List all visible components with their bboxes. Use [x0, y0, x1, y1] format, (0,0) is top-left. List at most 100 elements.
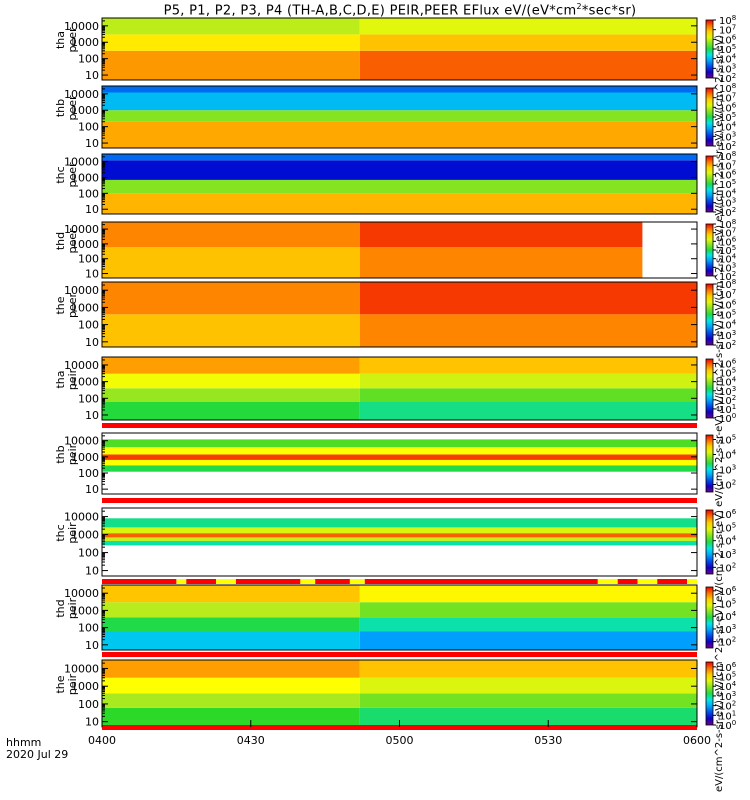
colorbar [705, 358, 714, 419]
flux-band [359, 247, 643, 278]
flux-band [102, 459, 697, 466]
y-tick-label: 1000 [71, 529, 99, 542]
y-tick-label: 10000 [64, 156, 99, 169]
quality-flag-bar [216, 579, 236, 584]
y-tick-label: 10000 [64, 223, 99, 236]
y-tick-label: 10000 [64, 284, 99, 297]
quality-flag-bar [597, 579, 618, 584]
x-tick-label: 0530 [534, 734, 562, 747]
flux-band [102, 160, 697, 180]
x-tick-label: 0500 [386, 734, 414, 747]
flux-band [102, 388, 360, 402]
y-tick-label: 100 [78, 253, 99, 266]
flux-band [102, 518, 697, 528]
panel-probe-label: the [54, 675, 67, 693]
y-tick-label: 1000 [71, 36, 99, 49]
flux-band [102, 34, 360, 51]
date-label: 2020 Jul 29 [6, 748, 69, 761]
flux-band [359, 693, 697, 708]
quality-flag-bar [364, 579, 598, 584]
data-gap [642, 222, 697, 278]
flux-band [359, 402, 697, 420]
flux-band [359, 373, 697, 389]
colorbar [705, 434, 714, 493]
x-tick-label: 0400 [88, 734, 116, 747]
quality-flag-bar [235, 579, 301, 584]
flux-band [359, 388, 697, 402]
flux-band [359, 18, 697, 35]
flux-band [102, 617, 360, 632]
colorbar [705, 283, 714, 346]
flux-band [102, 677, 360, 694]
colorbar [705, 87, 714, 147]
y-tick-label: 100 [78, 392, 99, 405]
y-tick-label: 10 [85, 69, 99, 82]
panel-species-label: peir [66, 443, 79, 465]
flux-band [102, 465, 697, 472]
x-tick-label: 0600 [683, 734, 711, 747]
flux-band [359, 314, 697, 347]
y-tick-label: 10 [85, 409, 99, 422]
y-tick-label: 1000 [71, 451, 99, 464]
panel-species-label: peer [66, 162, 79, 188]
panel-species-label: peer [66, 293, 79, 319]
y-tick-label: 10000 [64, 662, 99, 675]
flux-band [102, 179, 697, 194]
flux-band [102, 631, 360, 650]
panel-probe-label: thc [54, 524, 67, 541]
y-tick-label: 10000 [64, 435, 99, 448]
y-tick-label: 10 [85, 639, 99, 652]
y-tick-label: 10 [85, 565, 99, 578]
y-tick-label: 100 [78, 698, 99, 711]
y-tick-label: 10 [85, 268, 99, 281]
quality-flag-bar [637, 579, 658, 584]
quality-flag-bar [102, 498, 697, 503]
flux-band [359, 282, 697, 315]
panel-probe-label: thd [54, 599, 67, 617]
panel-species-label: peer [66, 27, 79, 53]
flux-band [359, 677, 697, 694]
y-tick-label: 10 [85, 716, 99, 729]
panel-species-label: peir [66, 522, 79, 544]
y-tick-label: 10000 [64, 587, 99, 600]
flux-band [359, 707, 697, 727]
colorbar [705, 155, 714, 213]
flux-band [102, 585, 360, 603]
colorbar [705, 223, 714, 277]
y-tick-label: 10000 [64, 511, 99, 524]
flux-band [102, 50, 360, 80]
flux-band [102, 314, 360, 347]
y-tick-label: 10 [85, 483, 99, 496]
quality-flag-bar [102, 652, 697, 657]
flux-band [359, 34, 697, 51]
y-tick-label: 1000 [71, 301, 99, 314]
quality-flag-bar [657, 579, 687, 584]
flux-band [102, 222, 360, 248]
flux-band [102, 454, 697, 460]
chart-title: P5, P1, P2, P3, P4 (TH-A,B,C,D,E) PEIR,P… [163, 2, 637, 19]
time-axis-caption: hhmm 2020 Jul 29 [6, 737, 68, 761]
flux-band [102, 154, 697, 161]
flux-band [102, 447, 697, 455]
y-tick-label: 1000 [71, 680, 99, 693]
quality-flag-bar [617, 579, 638, 584]
y-tick-label: 100 [78, 622, 99, 635]
y-tick-label: 1000 [71, 604, 99, 617]
flux-band [359, 631, 697, 650]
panel-species-label: peer [66, 228, 79, 254]
panel-species-label: peer [66, 95, 79, 121]
y-tick-label: 10 [85, 203, 99, 216]
y-tick-label: 100 [78, 467, 99, 480]
quality-flag-bar [102, 725, 697, 730]
flux-band [102, 121, 697, 148]
flux-band [359, 617, 697, 632]
y-tick-label: 10000 [64, 20, 99, 33]
panel-probe-label: thd [54, 232, 67, 250]
